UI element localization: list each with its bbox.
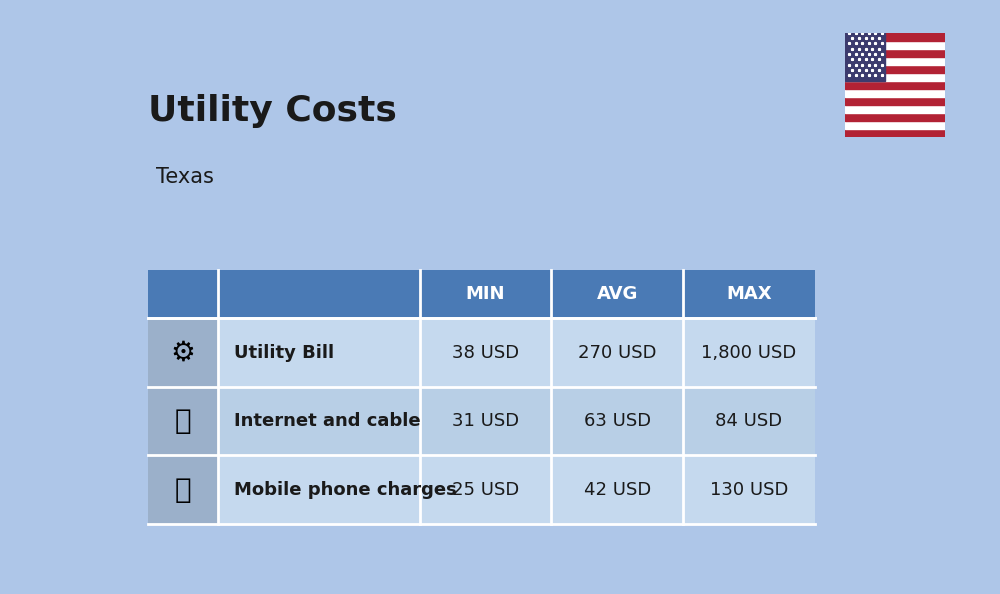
FancyBboxPatch shape	[551, 318, 683, 387]
FancyBboxPatch shape	[683, 387, 815, 456]
Bar	[845, 97, 945, 105]
FancyBboxPatch shape	[551, 270, 683, 318]
Text: Utility Bill: Utility Bill	[234, 343, 334, 362]
Text: Mobile phone charges: Mobile phone charges	[234, 481, 456, 499]
FancyBboxPatch shape	[551, 387, 683, 456]
FancyBboxPatch shape	[683, 318, 815, 387]
FancyBboxPatch shape	[218, 456, 420, 524]
FancyBboxPatch shape	[148, 270, 218, 318]
FancyBboxPatch shape	[218, 318, 420, 387]
Text: 1,800 USD: 1,800 USD	[701, 343, 796, 362]
FancyBboxPatch shape	[148, 456, 218, 524]
Text: MAX: MAX	[726, 285, 772, 304]
FancyBboxPatch shape	[218, 270, 420, 318]
FancyBboxPatch shape	[683, 456, 815, 524]
Bar	[845, 121, 945, 129]
Bar	[845, 129, 945, 137]
Text: 63 USD: 63 USD	[584, 412, 651, 430]
FancyBboxPatch shape	[148, 318, 218, 387]
Text: 270 USD: 270 USD	[578, 343, 656, 362]
Text: 25 USD: 25 USD	[452, 481, 519, 499]
FancyBboxPatch shape	[683, 270, 815, 318]
Bar	[845, 33, 885, 81]
FancyBboxPatch shape	[420, 456, 551, 524]
Bar	[845, 89, 945, 97]
Bar	[845, 105, 945, 113]
Text: 130 USD: 130 USD	[710, 481, 788, 499]
FancyBboxPatch shape	[420, 270, 551, 318]
Text: 📶: 📶	[175, 407, 191, 435]
Bar	[845, 56, 945, 65]
Text: 31 USD: 31 USD	[452, 412, 519, 430]
FancyBboxPatch shape	[420, 387, 551, 456]
Bar	[845, 81, 945, 89]
FancyBboxPatch shape	[218, 387, 420, 456]
Text: MIN: MIN	[466, 285, 505, 304]
Bar	[845, 72, 945, 81]
FancyBboxPatch shape	[551, 456, 683, 524]
FancyBboxPatch shape	[420, 318, 551, 387]
Text: Texas: Texas	[156, 168, 214, 187]
Text: Utility Costs: Utility Costs	[148, 94, 397, 128]
FancyBboxPatch shape	[148, 387, 218, 456]
Text: 84 USD: 84 USD	[715, 412, 782, 430]
Text: AVG: AVG	[596, 285, 638, 304]
Text: ⚙: ⚙	[171, 339, 196, 366]
Bar	[845, 65, 945, 72]
Text: 38 USD: 38 USD	[452, 343, 519, 362]
Text: 📱: 📱	[175, 476, 191, 504]
Bar	[845, 49, 945, 56]
Bar	[845, 113, 945, 121]
Text: Internet and cable: Internet and cable	[234, 412, 420, 430]
Bar	[845, 40, 945, 49]
Text: 42 USD: 42 USD	[584, 481, 651, 499]
Bar	[845, 33, 945, 40]
